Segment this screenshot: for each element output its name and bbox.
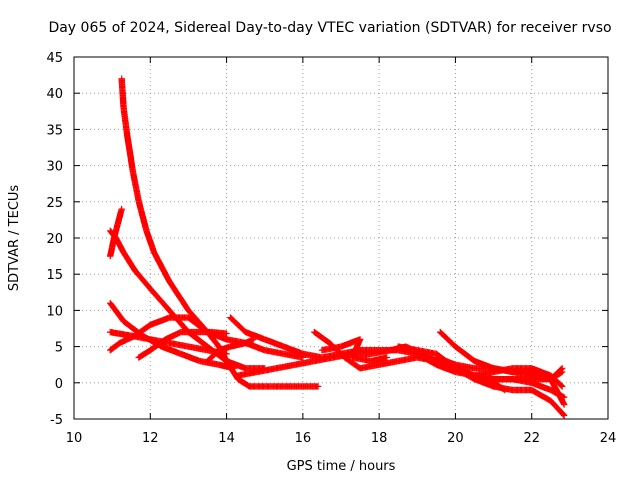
data-point-run	[162, 329, 183, 343]
data-point-run	[114, 207, 125, 227]
data-point-run	[118, 75, 127, 110]
data-point	[559, 368, 566, 376]
y-tick-label: 35	[46, 123, 63, 138]
x-tick-label: 10	[66, 431, 83, 446]
grid-lines	[74, 57, 608, 419]
x-tick-label: 16	[295, 431, 312, 446]
data-point-run	[120, 249, 138, 273]
data-point-run	[311, 328, 332, 346]
series-track-p	[471, 376, 568, 408]
data-point-run	[131, 267, 153, 291]
data-point	[559, 383, 566, 390]
data-point-run	[135, 198, 150, 233]
x-tick-label: 18	[371, 431, 388, 446]
data-point-run	[528, 386, 553, 404]
data-point-run	[261, 336, 286, 350]
data-point	[560, 401, 568, 408]
series-track-g	[135, 328, 230, 361]
data-point-run	[452, 365, 477, 379]
y-tick-label: 5	[55, 341, 63, 356]
y-tick-label: 15	[46, 268, 63, 283]
data-point-run	[177, 350, 202, 364]
data-point-run	[433, 350, 458, 371]
data-point-run	[150, 249, 172, 284]
data-point	[560, 412, 568, 419]
data-point-run	[135, 347, 153, 361]
data-point-run	[143, 227, 157, 255]
data-point-run	[273, 361, 298, 372]
x-axis-ticks: 10 12 14 16 18 20 22 24	[66, 57, 617, 446]
series-track-a	[118, 75, 307, 361]
data-point-run	[215, 343, 233, 354]
data-point-run	[528, 365, 553, 379]
data-point	[223, 330, 230, 337]
series-track-c	[107, 205, 125, 260]
data-points	[107, 75, 568, 419]
data-point-run	[147, 336, 168, 354]
y-tick-label: 30	[46, 160, 63, 175]
x-tick-label: 12	[142, 431, 159, 446]
y-tick-label: -5	[50, 413, 63, 428]
data-point-run	[107, 340, 122, 354]
data-point-run	[158, 343, 183, 357]
data-point-run	[547, 376, 567, 407]
data-point-run	[223, 357, 241, 382]
y-tick-label: 45	[46, 51, 63, 66]
data-point-run	[204, 347, 222, 365]
y-tick-label: 25	[46, 196, 63, 211]
data-point-run	[116, 333, 138, 347]
chart-title: Day 065 of 2024, Sidereal Day-to-day VTE…	[48, 20, 611, 36]
data-point	[501, 386, 509, 394]
data-point-run	[166, 278, 191, 313]
data-point-run	[242, 328, 267, 343]
series-track-l	[318, 336, 390, 365]
data-point	[118, 205, 125, 213]
data-point-run	[131, 322, 153, 339]
data-point-run	[147, 314, 172, 329]
data-point-run	[528, 379, 553, 393]
y-tick-label: 0	[55, 377, 63, 392]
x-tick-label: 24	[600, 431, 617, 446]
data-point-run	[120, 104, 131, 139]
data-point-run	[147, 285, 172, 313]
data-point-run	[227, 314, 248, 335]
data-point-run	[234, 376, 252, 389]
y-tick-label: 20	[46, 232, 63, 247]
series-track-b	[107, 227, 268, 372]
series-track-f	[107, 314, 322, 390]
plot-frame	[73, 56, 609, 420]
data-point	[314, 383, 322, 390]
x-tick-label: 14	[218, 431, 235, 446]
data-point-run	[547, 397, 567, 418]
data-point-run	[437, 328, 458, 349]
data-point-run	[292, 358, 317, 368]
x-axis-label: GPS time / hours	[287, 459, 396, 474]
y-axis-label: SDTVAR / TECUs	[7, 185, 22, 292]
y-tick-label: 40	[46, 87, 63, 102]
data-point-run	[452, 343, 477, 364]
data-point-run	[124, 133, 137, 175]
data-point-run	[341, 354, 363, 371]
data-point-run	[107, 300, 126, 324]
y-tick-label: 10	[46, 304, 63, 319]
data-point-run	[110, 221, 121, 242]
data-point-run	[395, 354, 420, 365]
data-point-run	[490, 379, 508, 393]
data-point-run	[107, 236, 117, 260]
data-point-run	[129, 169, 142, 204]
data-point-run	[280, 343, 305, 357]
y-axis-ticks: -5 0 5 10 15 20 25 30 35 40 45	[46, 51, 608, 428]
data-point	[383, 354, 390, 361]
x-tick-label: 20	[447, 431, 464, 446]
x-tick-label: 22	[523, 431, 540, 446]
data-point-run	[433, 361, 458, 375]
data-point-run	[269, 383, 305, 390]
